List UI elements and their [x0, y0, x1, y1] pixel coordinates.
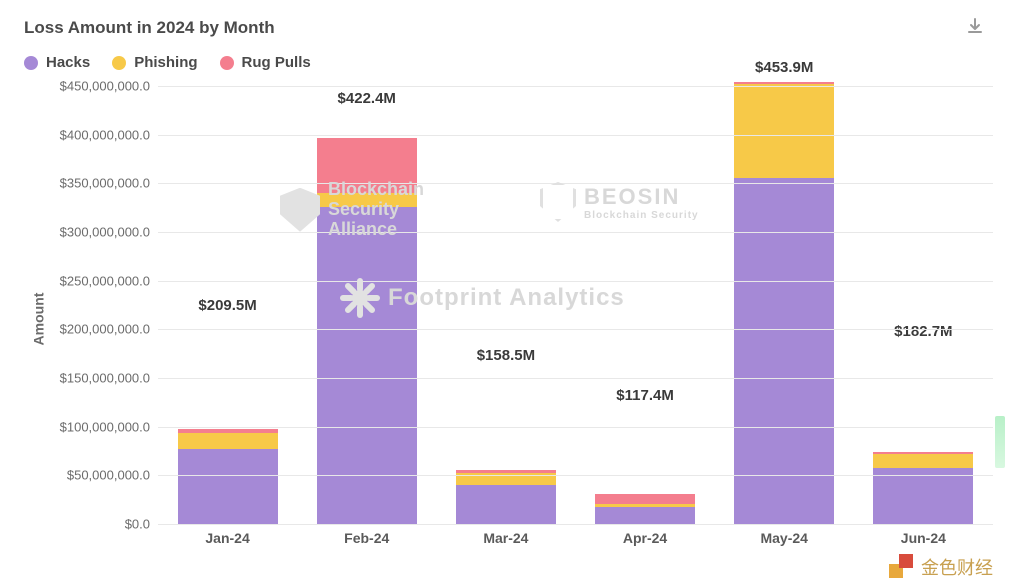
- bar-segment-phishing[interactable]: [178, 433, 278, 449]
- legend-label: Rug Pulls: [242, 54, 311, 71]
- bar-segment-rug-pulls[interactable]: [317, 138, 417, 193]
- bar-total-label: $209.5M: [198, 297, 256, 314]
- y-tick-label: $250,000,000.0: [60, 273, 158, 288]
- legend-item[interactable]: Rug Pulls: [220, 54, 311, 71]
- bar-total-label: $158.5M: [477, 347, 535, 364]
- legend-label: Hacks: [46, 54, 90, 71]
- bar-segment-hacks[interactable]: [178, 449, 278, 524]
- bar-group[interactable]: $209.5M: [178, 320, 278, 524]
- gridline: [158, 427, 993, 428]
- legend-item[interactable]: Hacks: [24, 54, 90, 71]
- x-tick-label: May-24: [734, 524, 834, 552]
- y-tick-label: $300,000,000.0: [60, 224, 158, 239]
- y-tick-label: $100,000,000.0: [60, 419, 158, 434]
- brand-icon: [889, 554, 915, 580]
- x-tick-label: Apr-24: [595, 524, 695, 552]
- bar-group[interactable]: $158.5M: [456, 370, 556, 524]
- y-tick-label: $150,000,000.0: [60, 370, 158, 385]
- legend-item[interactable]: Phishing: [112, 54, 197, 71]
- y-tick-label: $400,000,000.0: [60, 127, 158, 142]
- bar-segment-hacks[interactable]: [317, 207, 417, 524]
- gridline: [158, 232, 993, 233]
- bar-group[interactable]: $182.7M: [873, 346, 973, 524]
- gridline: [158, 183, 993, 184]
- chart-title: Loss Amount in 2024 by Month: [24, 18, 1011, 38]
- y-tick-label: $450,000,000.0: [60, 79, 158, 94]
- download-icon: [966, 17, 984, 35]
- x-tick-label: Jan-24: [178, 524, 278, 552]
- bar-segment-phishing[interactable]: [873, 454, 973, 467]
- brand-logo: 金色财经: [889, 554, 993, 580]
- legend-dot: [112, 56, 126, 70]
- bar-total-label: $117.4M: [616, 387, 674, 404]
- legend-dot: [24, 56, 38, 70]
- brand-text: 金色财经: [921, 554, 993, 580]
- y-axis-label: Amount: [30, 293, 46, 346]
- bar-segment-hacks[interactable]: [456, 485, 556, 524]
- x-tick-label: Mar-24: [456, 524, 556, 552]
- bar-segment-phishing[interactable]: [734, 84, 834, 178]
- x-axis: Jan-24 Feb-24 Mar-24 Apr-24 May-24 Jun-24: [158, 524, 993, 552]
- legend-dot: [220, 56, 234, 70]
- gridline: [158, 378, 993, 379]
- gridline: [158, 475, 993, 476]
- x-tick-label: Feb-24: [317, 524, 417, 552]
- bar-segment-hacks[interactable]: [734, 178, 834, 524]
- legend: Hacks Phishing Rug Pulls: [0, 46, 1011, 75]
- bar-segment-phishing[interactable]: [317, 193, 417, 207]
- chart-area: Amount $209.5M$422.4M$158.5M$117.4M$453.…: [30, 86, 993, 552]
- y-tick-label: $200,000,000.0: [60, 322, 158, 337]
- plot: $209.5M$422.4M$158.5M$117.4M$453.9M$182.…: [158, 86, 993, 524]
- gridline: [158, 329, 993, 330]
- decorative-bar: [995, 416, 1005, 468]
- bar-total-label: $182.7M: [894, 323, 952, 340]
- bars-container: $209.5M$422.4M$158.5M$117.4M$453.9M$182.…: [158, 86, 993, 524]
- bar-total-label: $453.9M: [755, 59, 813, 76]
- bar-segment-rug-pulls[interactable]: [595, 494, 695, 503]
- y-tick-label: $0.0: [125, 517, 158, 532]
- download-button[interactable]: [963, 14, 987, 38]
- bar-segment-hacks[interactable]: [595, 507, 695, 524]
- gridline: [158, 135, 993, 136]
- bar-group[interactable]: $422.4M: [317, 113, 417, 524]
- y-tick-label: $50,000,000.0: [67, 468, 158, 483]
- legend-label: Phishing: [134, 54, 197, 71]
- y-tick-label: $350,000,000.0: [60, 176, 158, 191]
- bar-total-label: $422.4M: [338, 90, 396, 107]
- bar-group[interactable]: $453.9M: [734, 82, 834, 524]
- gridline: [158, 281, 993, 282]
- x-tick-label: Jun-24: [873, 524, 973, 552]
- gridline: [158, 86, 993, 87]
